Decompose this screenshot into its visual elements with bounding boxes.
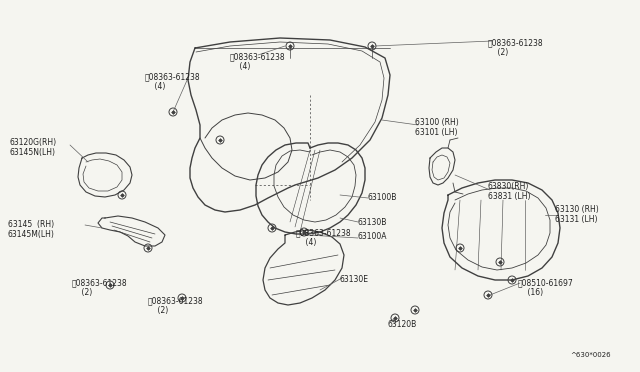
Text: Ⓢ08510-61697
    (16): Ⓢ08510-61697 (16) [518, 278, 573, 297]
Text: Ⓢ08363-61238
    (2): Ⓢ08363-61238 (2) [148, 296, 204, 315]
Text: Ⓢ08363-61238
    (4): Ⓢ08363-61238 (4) [230, 52, 285, 71]
Text: 63130B: 63130B [357, 218, 387, 227]
Text: Ⓢ08363-61238
    (2): Ⓢ08363-61238 (2) [72, 278, 127, 297]
Text: 63120G(RH)
63145N(LH): 63120G(RH) 63145N(LH) [10, 138, 57, 157]
Text: ^630*0026: ^630*0026 [570, 352, 611, 358]
Text: Ⓢ08363-61238
    (4): Ⓢ08363-61238 (4) [296, 228, 351, 247]
Text: 63100B: 63100B [368, 193, 397, 202]
Text: 63130E: 63130E [340, 275, 369, 284]
Text: 63145  (RH)
63145M(LH): 63145 (RH) 63145M(LH) [8, 220, 55, 240]
Text: Ⓢ08363-61238
    (2): Ⓢ08363-61238 (2) [488, 38, 543, 57]
Text: Ⓢ08363-61238
    (4): Ⓢ08363-61238 (4) [145, 72, 200, 92]
Text: 63100A: 63100A [357, 232, 387, 241]
Text: 63100 (RH)
63101 (LH): 63100 (RH) 63101 (LH) [415, 118, 459, 137]
Text: 63120B: 63120B [388, 320, 417, 329]
Text: 63830(RH)
63831 (LH): 63830(RH) 63831 (LH) [488, 182, 531, 201]
Text: 63130 (RH)
63131 (LH): 63130 (RH) 63131 (LH) [555, 205, 599, 224]
